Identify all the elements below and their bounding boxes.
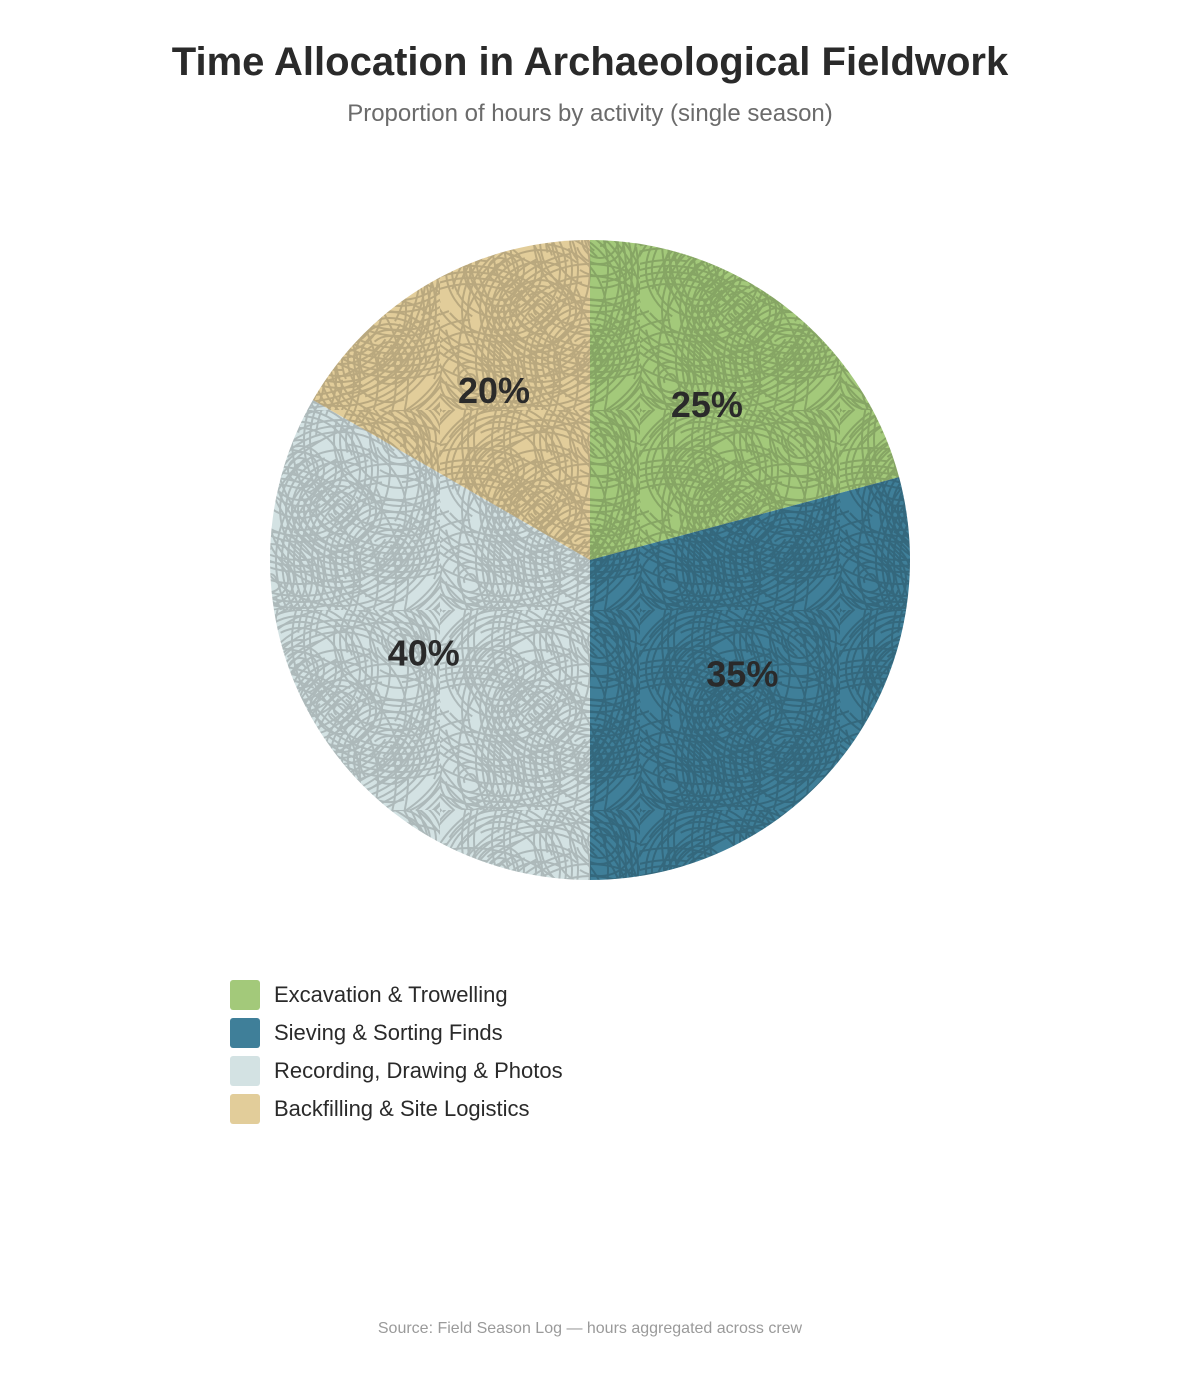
legend-label-recording_drawing: Recording, Drawing & Photos <box>274 1058 563 1084</box>
pie-label-excavation: 25% <box>671 384 743 425</box>
legend-row-recording_drawing: Recording, Drawing & Photos <box>230 1056 563 1086</box>
legend-row-backfill_logistics: Backfilling & Site Logistics <box>230 1094 563 1124</box>
legend-swatch-excavation <box>230 980 260 1010</box>
chart-footer: Source: Field Season Log — hours aggrega… <box>0 1320 1180 1338</box>
legend-row-sieving_sorting: Sieving & Sorting Finds <box>230 1018 563 1048</box>
chart-title: Time Allocation in Archaeological Fieldw… <box>0 40 1180 85</box>
pie-label-recording_drawing: 40% <box>388 633 460 674</box>
legend: Excavation & Trowelling Sieving & Sorting… <box>230 980 563 1132</box>
legend-row-excavation: Excavation & Trowelling <box>230 980 563 1010</box>
pie-texture <box>240 210 940 910</box>
legend-swatch-recording_drawing <box>230 1056 260 1086</box>
legend-label-sieving_sorting: Sieving & Sorting Finds <box>274 1020 503 1046</box>
legend-label-backfill_logistics: Backfilling & Site Logistics <box>274 1096 530 1122</box>
chart-subtitle: Proportion of hours by activity (single … <box>0 100 1180 128</box>
legend-swatch-backfill_logistics <box>230 1094 260 1124</box>
pie-label-sieving_sorting: 35% <box>706 653 778 694</box>
pie-chart: 25% 35% 40% 20% <box>240 210 940 910</box>
page: Time Allocation in Archaeological Fieldw… <box>0 0 1180 1378</box>
legend-label-excavation: Excavation & Trowelling <box>274 982 508 1008</box>
legend-swatch-sieving_sorting <box>230 1018 260 1048</box>
pie-label-backfill_logistics: 20% <box>458 370 530 411</box>
